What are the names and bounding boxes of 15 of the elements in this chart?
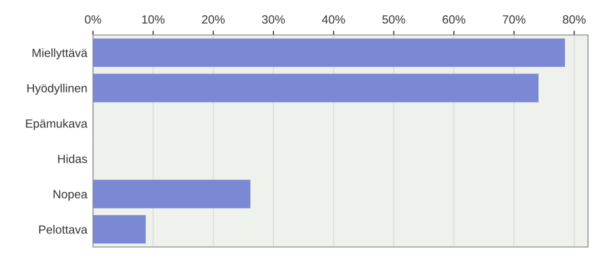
- y-tick-label: Hyödyllinen: [27, 84, 87, 95]
- x-tick-label: 50%: [382, 15, 406, 24]
- x-tick-label: 80%: [562, 15, 586, 24]
- x-tick-label: 20%: [202, 15, 225, 24]
- y-tick-label: Miellyttävä: [32, 48, 88, 60]
- y-tick-label: Epämukava: [26, 119, 88, 130]
- x-tick-label: 40%: [322, 15, 345, 24]
- x-tick-label: 0%: [84, 15, 102, 24]
- x-tick-label: 70%: [502, 15, 526, 24]
- x-tick-label: 10%: [142, 15, 165, 24]
- y-tick-label: Nopea: [54, 190, 88, 201]
- x-tick-label: 60%: [442, 15, 466, 24]
- y-tick-label: Hidas: [58, 154, 88, 164]
- x-tick-label: 30%: [262, 15, 285, 24]
- y-tick-label: Pelottava: [39, 225, 88, 234]
